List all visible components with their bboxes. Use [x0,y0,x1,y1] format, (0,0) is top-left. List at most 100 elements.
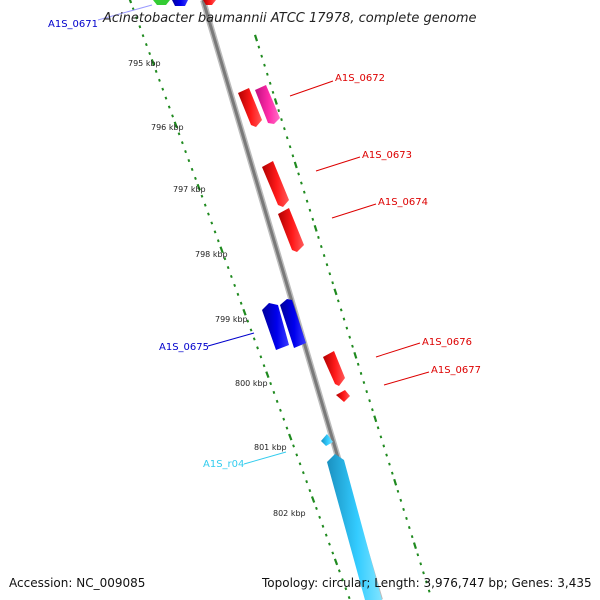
outer-tick-mark [288,145,292,149]
gene-arrow-A1S_0676 [323,351,345,386]
inner-tick-mark [285,426,289,430]
outer-tick-mark [407,525,411,530]
inner-tick-mark [190,167,194,172]
outer-tick-mark [317,235,320,239]
outer-tick-mark [388,462,391,466]
gene-label-A1S_0676[interactable]: A1S_0676 [422,337,472,348]
inner-tick-mark [315,506,318,510]
outer-tick-mark [293,161,298,169]
inner-tick-mark [154,69,158,73]
outer-tick-mark [263,63,266,67]
outer-tick-mark [399,498,403,502]
map-title: Acinetobacter baumannii ATCC 17978, comp… [102,11,477,26]
inner-tick-mark [331,551,335,555]
gene-label-A1S_0671[interactable]: A1S_0671 [48,19,98,30]
outer-tick-mark [362,380,366,385]
inner-tick-mark [262,364,266,368]
outer-tick-mark [356,362,360,366]
inner-tick-mark [242,308,247,316]
inner-tick-mark [167,105,171,109]
gene-label-A1S_0675[interactable]: A1S_0675 [159,342,209,353]
inner-tick-mark [305,480,309,484]
outer-tick-mark [405,516,408,521]
inner-tick-mark [298,462,302,466]
inner-tick-mark [337,569,341,573]
kbp-label: 799 kbp [215,315,248,324]
outer-tick-mark [345,326,349,330]
inner-tick-mark [229,274,233,279]
inner-tick-mark [288,433,293,441]
leader-A1S_0675 [207,332,255,347]
inner-tick-mark [333,558,339,566]
inner-tick-mark [265,371,270,378]
outer-tick-mark [313,224,318,232]
outer-tick-mark [342,317,346,321]
inner-tick-mark [301,471,305,475]
kbp-label: 796 kbp [151,123,184,132]
topology-text: Topology: circular; Length: 3,976,747 bp… [261,576,592,590]
gene-label-A1S_0672[interactable]: A1S_0672 [335,73,385,84]
inner-tick-mark [249,328,253,332]
outer-tick-mark [257,45,261,49]
leader-A1S_0676 [375,342,421,358]
outer-tick-mark [333,288,338,296]
outer-tick-mark [379,435,383,439]
outer-tick-mark [365,389,369,394]
leader-A1S_0674 [331,203,377,219]
accession-text: Accession: NC_009085 [9,576,145,590]
outer-tick-mark [291,154,295,158]
outer-tick-mark [422,571,425,575]
outer-tick-mark [277,108,281,113]
inner-tick-mark [344,587,348,591]
gene-label-A1S_0677[interactable]: A1S_0677 [431,365,481,376]
outer-tick-mark [273,98,278,105]
inner-tick-mark [236,292,240,296]
inner-tick-mark [144,43,148,47]
inner-tick-mark [226,266,230,270]
gene-label-A1S_0674[interactable]: A1S_0674 [378,197,428,208]
outer-tick-mark [393,478,398,486]
kbp-label: 798 kbp [195,250,228,259]
inner-tick-mark [292,444,295,448]
outer-tick-mark [308,208,312,212]
gene-arrow-A1S_0673 [262,161,289,207]
inner-tick-mark [295,453,299,457]
outer-tick-mark [336,299,340,303]
outer-tick-mark [280,118,283,122]
outer-tick-mark [382,444,386,448]
gene-label-A1S_r04[interactable]: A1S_r04 [203,459,244,470]
inner-tick-mark [282,417,286,421]
outer-tick-mark [427,589,431,593]
gene-fragment-red [203,0,216,5]
inner-tick-mark [213,230,217,234]
inner-tick-mark [171,114,174,118]
gene-arrow-A1S_0672-b [255,85,280,124]
outer-tick-mark [402,507,405,512]
gene-fragment-blue [172,0,188,6]
gene-arrow-A1S_0677 [336,390,350,402]
outer-tick-mark [302,190,306,194]
outer-tick-mark [339,308,343,312]
inner-tick-mark [259,355,263,359]
inner-tick-mark [141,34,145,38]
inner-tick-mark [161,87,165,91]
outer-tick-mark [322,254,326,258]
gene-label-A1S_0673[interactable]: A1S_0673 [362,150,412,161]
outer-tick-mark [416,553,420,557]
kbp-label: 795 kbp [128,59,161,68]
kbp-label: 800 kbp [235,379,268,388]
outer-tick-mark [371,408,374,412]
outer-tick-mark [268,81,272,85]
inner-tick-mark [216,239,220,243]
inner-tick-mark [187,158,191,163]
tick-ring-group [128,0,431,600]
inner-tick-mark [272,390,276,395]
inner-tick-mark [158,78,161,82]
outer-tick-mark [297,172,300,176]
outer-tick-mark [419,562,423,566]
outer-tick-mark [266,72,269,76]
leader-A1S_0673 [315,156,361,172]
outer-tick-mark [311,217,315,221]
inner-tick-mark [341,578,344,582]
inner-tick-mark [321,524,325,528]
